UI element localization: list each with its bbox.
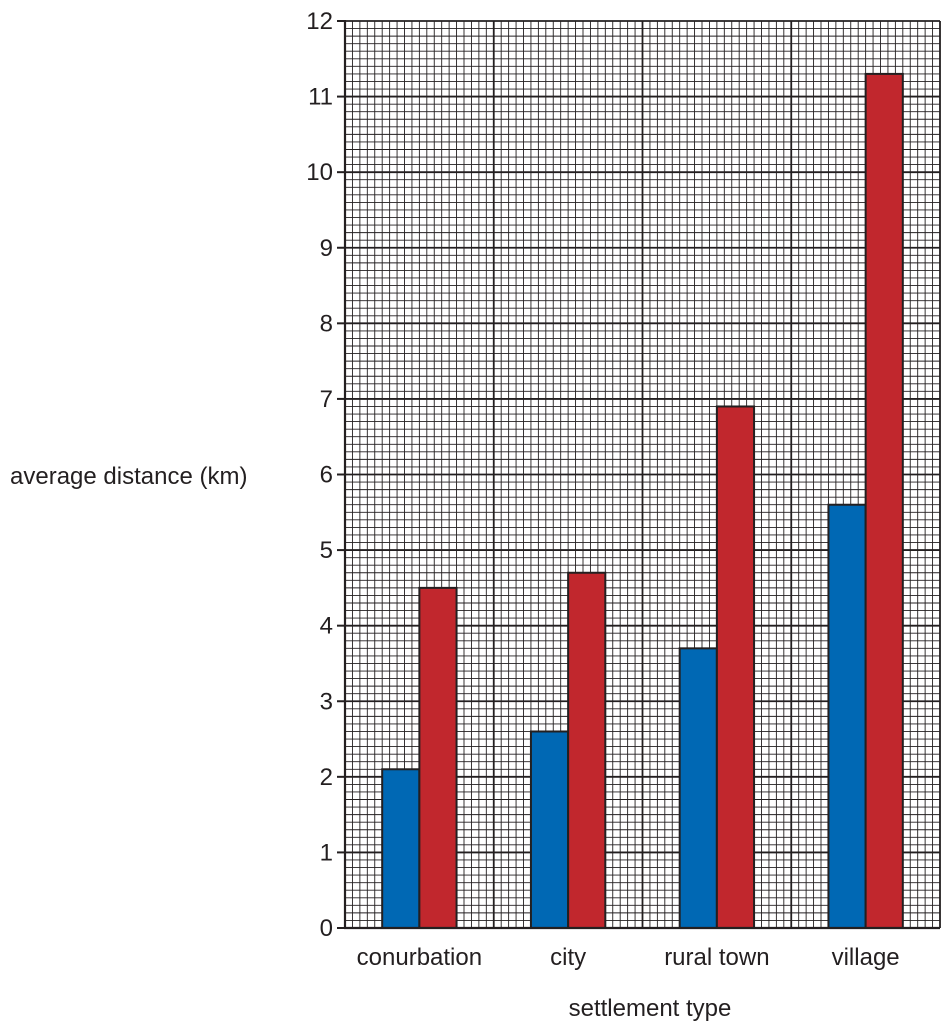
y-axis-title: average distance (km): [10, 463, 247, 490]
bar-series-2-conurbation: [418, 586, 458, 929]
axes: [337, 20, 940, 930]
x-tick-label: village: [832, 944, 900, 971]
y-tick-label: 1: [320, 839, 333, 866]
y-tick-label: 2: [320, 764, 333, 791]
bar-series-1-village: [827, 503, 867, 929]
x-tick-label: city: [550, 944, 586, 971]
bar-series-2-city: [567, 571, 607, 930]
y-tick-label: 11: [308, 84, 333, 111]
y-tick-label: 12: [306, 8, 333, 35]
bar-series-1-conurbation: [381, 768, 421, 930]
y-tick-label: 5: [320, 537, 333, 564]
x-axis-title: settlement type: [569, 995, 732, 1022]
x-tick-label: conurbation: [357, 944, 482, 971]
y-tick-label: 8: [320, 310, 333, 337]
bar-series-2-rural-town: [715, 405, 756, 930]
y-tick-label: 4: [320, 613, 333, 640]
y-tick-label: 6: [320, 462, 333, 489]
y-tick-label: 0: [320, 915, 333, 942]
bar-series-2-village: [864, 72, 904, 930]
y-tick-label: 3: [320, 688, 333, 715]
x-tick-label: rural town: [664, 944, 769, 971]
bar-series-1-city: [529, 730, 570, 929]
y-tick-label: 9: [320, 235, 333, 262]
bar-series-1-rural-town: [678, 647, 718, 929]
y-tick-label: 7: [320, 386, 333, 413]
x-tick-labels: conurbation city rural town village: [357, 944, 900, 971]
y-tick-label: 10: [306, 159, 333, 186]
